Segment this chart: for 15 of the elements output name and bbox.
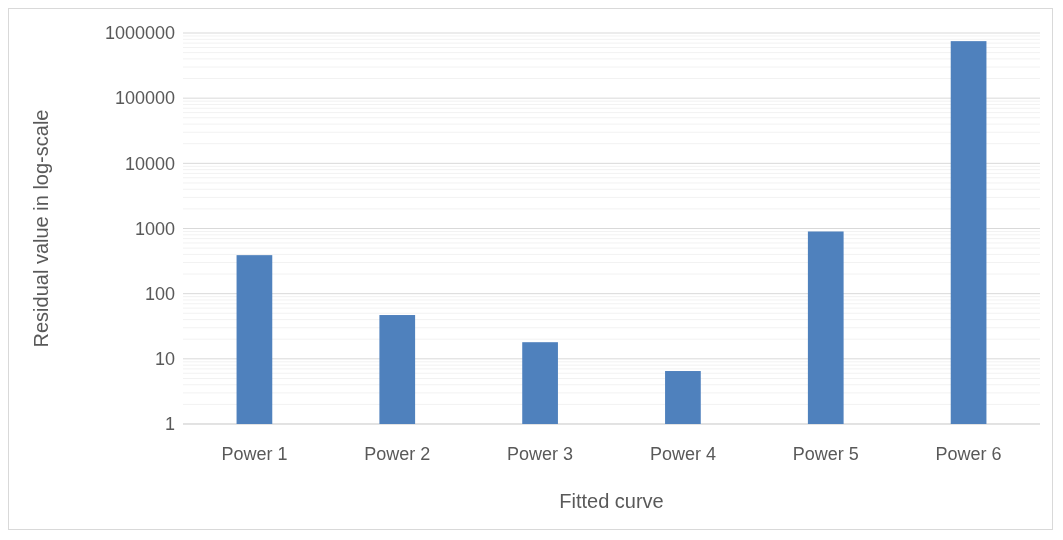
y-tick-label: 1000000 (104, 23, 175, 44)
x-tick-label: Power 2 (364, 444, 431, 464)
y-tick-label: 1000 (134, 218, 175, 239)
y-tick-label: 10000 (124, 153, 175, 174)
x-tick-label: Power 6 (935, 444, 1002, 464)
y-tick-label: 100 (144, 283, 175, 304)
y-axis-title: Residual value in log-scale (30, 109, 52, 348)
x-tick-label: Power 1 (221, 444, 288, 464)
x-axis-title: Fitted curve (559, 490, 664, 512)
x-tick-label: Power 3 (507, 444, 574, 464)
y-tick-label: 100000 (114, 88, 175, 109)
y-tick-label: 10 (154, 349, 175, 370)
y-tick-label: 1 (164, 414, 175, 435)
x-tick-label: Power 5 (792, 444, 859, 464)
x-tick-label: Power 4 (649, 444, 716, 464)
